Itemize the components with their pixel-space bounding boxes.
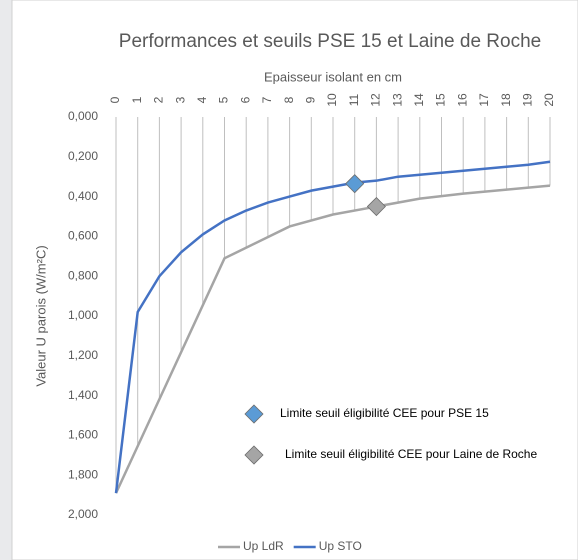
y-tick-label: 1,000 — [68, 308, 98, 322]
y-tick-label: 1,400 — [68, 388, 98, 402]
y-axis-title: Valeur U parois (W/m²C) — [33, 245, 48, 386]
threshold-marker — [366, 196, 386, 217]
x-tick-label: 16 — [455, 93, 469, 107]
x-tick-label: 20 — [542, 93, 556, 107]
x-tick-label: 4 — [195, 96, 209, 103]
y-tick-label: 1,800 — [68, 467, 98, 481]
x-tick-label: 19 — [520, 93, 534, 107]
x-tick-label: 10 — [325, 93, 339, 107]
threshold-marker — [345, 174, 365, 194]
x-tick-label: 18 — [499, 93, 513, 107]
x-tick-label: 2 — [152, 96, 166, 103]
x-tick-label: 17 — [477, 93, 491, 107]
x-tick-label: 5 — [217, 96, 231, 103]
x-tick-label: 6 — [238, 96, 252, 103]
chart-title: Performances et seuils PSE 15 et Laine d… — [119, 31, 541, 52]
x-tick-label: 0 — [108, 96, 122, 103]
line-series — [114, 160, 551, 494]
y-tick-label: 0,000 — [68, 109, 98, 123]
x-tick-label: 7 — [260, 96, 274, 103]
x-axis-title: Epaisseur isolant en cm — [264, 69, 402, 84]
legend-marker — [244, 445, 264, 465]
x-tick-label: 13 — [390, 93, 404, 107]
legend-label: Limite seuil éligibilité CEE pour PSE 15 — [280, 406, 489, 420]
x-tick-label: 8 — [282, 96, 296, 103]
y-tick-label: 0,400 — [68, 189, 98, 203]
y-tick-label: 0,800 — [68, 268, 98, 282]
x-tick-label: 9 — [303, 96, 317, 103]
y-tick-label: 1,200 — [68, 348, 98, 362]
x-tick-label: 1 — [130, 96, 144, 103]
legend-marker — [244, 404, 264, 424]
legend-label: Limite seuil éligibilité CEE pour Laine … — [285, 447, 537, 461]
y-tick-label: 0,200 — [68, 149, 98, 163]
x-tick-label: 3 — [173, 96, 187, 103]
x-tick-label: 12 — [369, 93, 383, 107]
x-tick-label: 15 — [434, 93, 448, 107]
chart-area — [11, 0, 578, 560]
legend-label: Up STO — [319, 539, 362, 553]
legend-label: Up LdR — [243, 539, 284, 553]
y-tick-label: 0,600 — [68, 229, 98, 243]
x-tick-label: 14 — [412, 93, 426, 107]
x-tick-label: 11 — [347, 93, 361, 106]
y-tick-label: 2,000 — [68, 507, 98, 521]
y-tick-label: 1,600 — [68, 428, 98, 442]
